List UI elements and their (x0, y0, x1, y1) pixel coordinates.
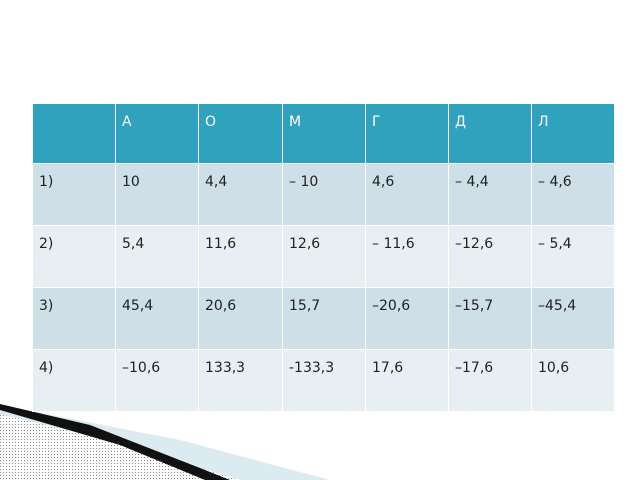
decoration (0, 404, 330, 480)
table-cell: –45,4 (531, 287, 615, 350)
table-row: 2) 5,4 11,6 12,6– 11,6 –12,6– 5,4 (32, 225, 615, 288)
table-cell: 4,4 (198, 163, 283, 226)
table-cell: 15,7 (282, 287, 366, 350)
column-header: Г (365, 103, 449, 164)
table-cell: – 11,6 (365, 225, 449, 288)
row-label: 2) (32, 225, 116, 288)
table-cell: –15,7 (448, 287, 532, 350)
table-cell: 10,6 (531, 349, 615, 412)
column-header: М (282, 103, 366, 164)
table-cell: 20,6 (198, 287, 283, 350)
table-cell: –12,6 (448, 225, 532, 288)
table-cell: 5,4 (115, 225, 199, 288)
table-cell: 133,3 (198, 349, 283, 412)
table-cell: 12,6 (282, 225, 366, 288)
column-header: О (198, 103, 283, 164)
row-label: 3) (32, 287, 116, 350)
table-row: 1) 10 4,4– 10 4,6– 4,4– 4,6 (32, 163, 615, 226)
swoosh-dark (0, 404, 230, 480)
table: А О М Г Д Л 1) 10 4,4– 10 4,6– 4,4– 4,6 2) 5,4 11,6 1… (32, 103, 615, 412)
table-cell: – 5,4 (531, 225, 615, 288)
table-row: 4) –10,6 133,3 -133,3 17,6 –17,6 10,6 (32, 349, 615, 412)
table-cell: 17,6 (365, 349, 449, 412)
table-cell: – 10 (282, 163, 366, 226)
table-cell: – 4,4 (448, 163, 532, 226)
table-cell: 10 (115, 163, 199, 226)
table-cell: 11,6 (198, 225, 283, 288)
table-cell: – 4,6 (531, 163, 615, 226)
table-cell: 4,6 (365, 163, 449, 226)
column-header: А (115, 103, 199, 164)
row-label: 1) (32, 163, 116, 226)
row-label: 4) (32, 349, 116, 412)
column-header: Л (531, 103, 615, 164)
column-header: Д (448, 103, 532, 164)
corner-cell (32, 103, 116, 164)
table-row: 3) 45,4 20,6 15,7 –20,6 –15,7 –45,4 (32, 287, 615, 350)
table-cell: –17,6 (448, 349, 532, 412)
table-cell: -133,3 (282, 349, 366, 412)
table-cell: –20,6 (365, 287, 449, 350)
table-cell: –10,6 (115, 349, 199, 412)
table-cell: 45,4 (115, 287, 199, 350)
